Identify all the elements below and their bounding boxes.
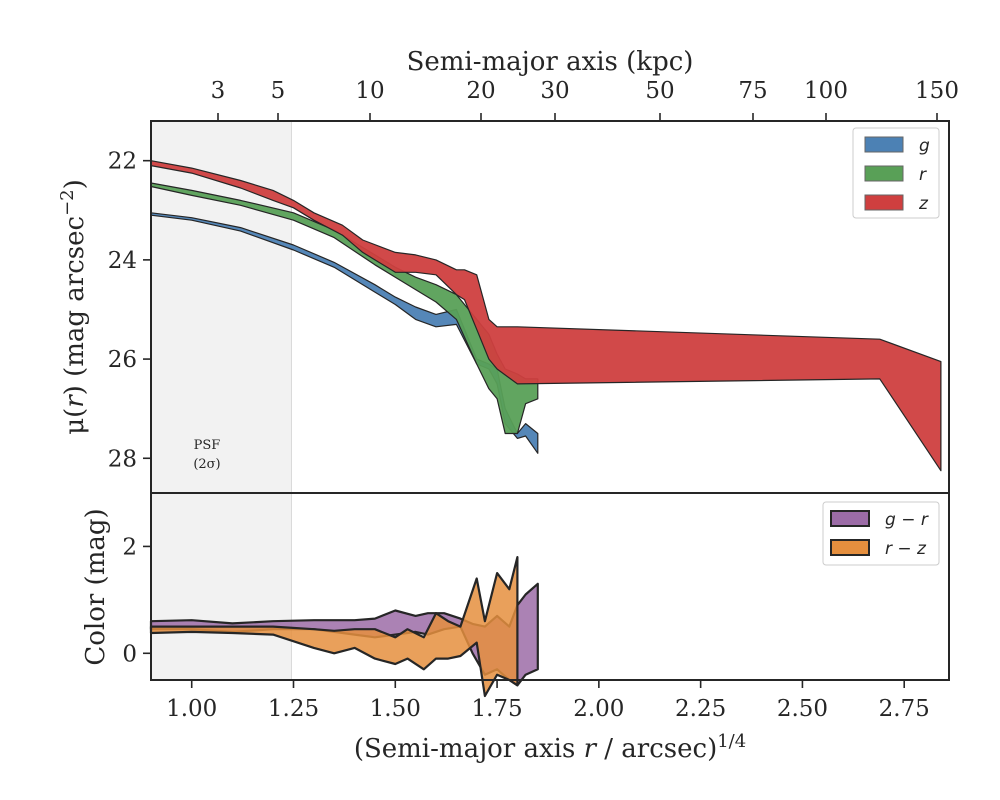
legend-swatch-z [864, 194, 904, 211]
xlabel-prefix: (Semi-major axis [354, 734, 584, 764]
top-axis-ticks: 3 5 10 20 30 50 75 100 150 [211, 78, 959, 121]
series-band-r-z [149, 555, 519, 698]
psf-band-lower [150, 492, 292, 681]
bottom-y-tick-label: 0 [122, 641, 137, 667]
surface-brightness-series [150, 160, 942, 472]
color-series [149, 555, 539, 698]
x-tick-label: 2.25 [675, 696, 726, 722]
bottom-legend-entries: g − r r − z [830, 510, 929, 559]
legend-label-z: z [918, 194, 929, 214]
bottom-panel-y-ticks: 02 [122, 534, 151, 667]
x-tick-label: 2.50 [777, 696, 828, 722]
series-band-z [150, 160, 942, 472]
legend-label-g-r: g − r [885, 510, 929, 530]
x-tick-label: 1.50 [370, 696, 421, 722]
top-axis-tick-label: 150 [915, 78, 959, 104]
top-axis-tick-label: 10 [355, 78, 384, 104]
ylabel-var: r [60, 394, 90, 408]
xlabel-mid: / arcsec) [596, 734, 717, 764]
top-panel-y-ticks: 22 24 26 28 [108, 149, 151, 472]
bottom-y-axis-title: Color (mag) [81, 508, 111, 665]
x-tick-label: 1.25 [268, 696, 319, 722]
top-axis-tick-label: 20 [466, 78, 495, 104]
legend-swatch-g [864, 136, 904, 153]
top-y-axis-title: μ(r) (mag arcsec−2) [57, 179, 90, 435]
psf-label-line1: PSF [194, 438, 221, 453]
bottom-panel-frame [150, 492, 950, 681]
bottom-legend: g − r r − z [822, 501, 940, 566]
x-axis-ticks: 1.00 1.25 1.50 1.75 2.00 2.25 2.50 2.75 [166, 680, 930, 722]
x-tick-label: 1.75 [471, 696, 522, 722]
x-axis-title: (Semi-major axis r / arcsec)1/4 [354, 731, 746, 764]
top-axis-tick-label: 50 [645, 78, 674, 104]
ylabel-exp: −2 [57, 189, 78, 216]
top-axis-tick-label: 5 [271, 78, 286, 104]
legend-swatch-g-r [830, 510, 870, 527]
top-legend: grz [852, 127, 940, 219]
top-axis-title: Semi-major axis (kpc) [407, 47, 694, 77]
x-tick-label: 1.00 [166, 696, 217, 722]
top-axis-tick-label: 100 [804, 78, 848, 104]
legend-label-r-z: r − z [885, 539, 927, 559]
bottom-y-tick-label: 2 [122, 534, 137, 560]
top-legend-entries: grz [864, 136, 930, 214]
x-tick-label: 2.00 [573, 696, 624, 722]
xlabel-exp: 1/4 [717, 731, 746, 752]
top-y-tick-label: 28 [108, 446, 137, 472]
series-band-g [150, 212, 539, 454]
ylabel-suffix: ) [60, 179, 90, 189]
top-y-tick-label: 24 [108, 248, 137, 274]
top-y-tick-label: 22 [108, 149, 137, 175]
psf-label-line2: (2σ) [193, 457, 220, 472]
top-axis-tick-label: 30 [540, 78, 569, 104]
top-axis: Semi-major axis (kpc) 3 5 10 20 30 50 75 100 150 [211, 47, 959, 121]
legend-swatch-r [864, 165, 904, 182]
legend-swatch-r-z [830, 539, 870, 556]
legend-label-r: r [919, 165, 927, 185]
color-panel: 02 1.00 1.25 1.50 1.75 2.00 2.25 2.50 2.75 Colo… [81, 492, 950, 764]
ylabel-prefix: μ( [60, 408, 90, 435]
psf-band [150, 120, 292, 494]
xlabel-var: r [584, 734, 598, 764]
top-axis-tick-label: 75 [738, 78, 767, 104]
top-y-tick-label: 26 [108, 347, 137, 373]
legend-label-g: g [919, 136, 930, 156]
x-tick-label: 2.75 [879, 696, 930, 722]
top-axis-tick-label: 3 [211, 78, 226, 104]
ylabel-mid: ) (mag arcsec [60, 216, 90, 395]
